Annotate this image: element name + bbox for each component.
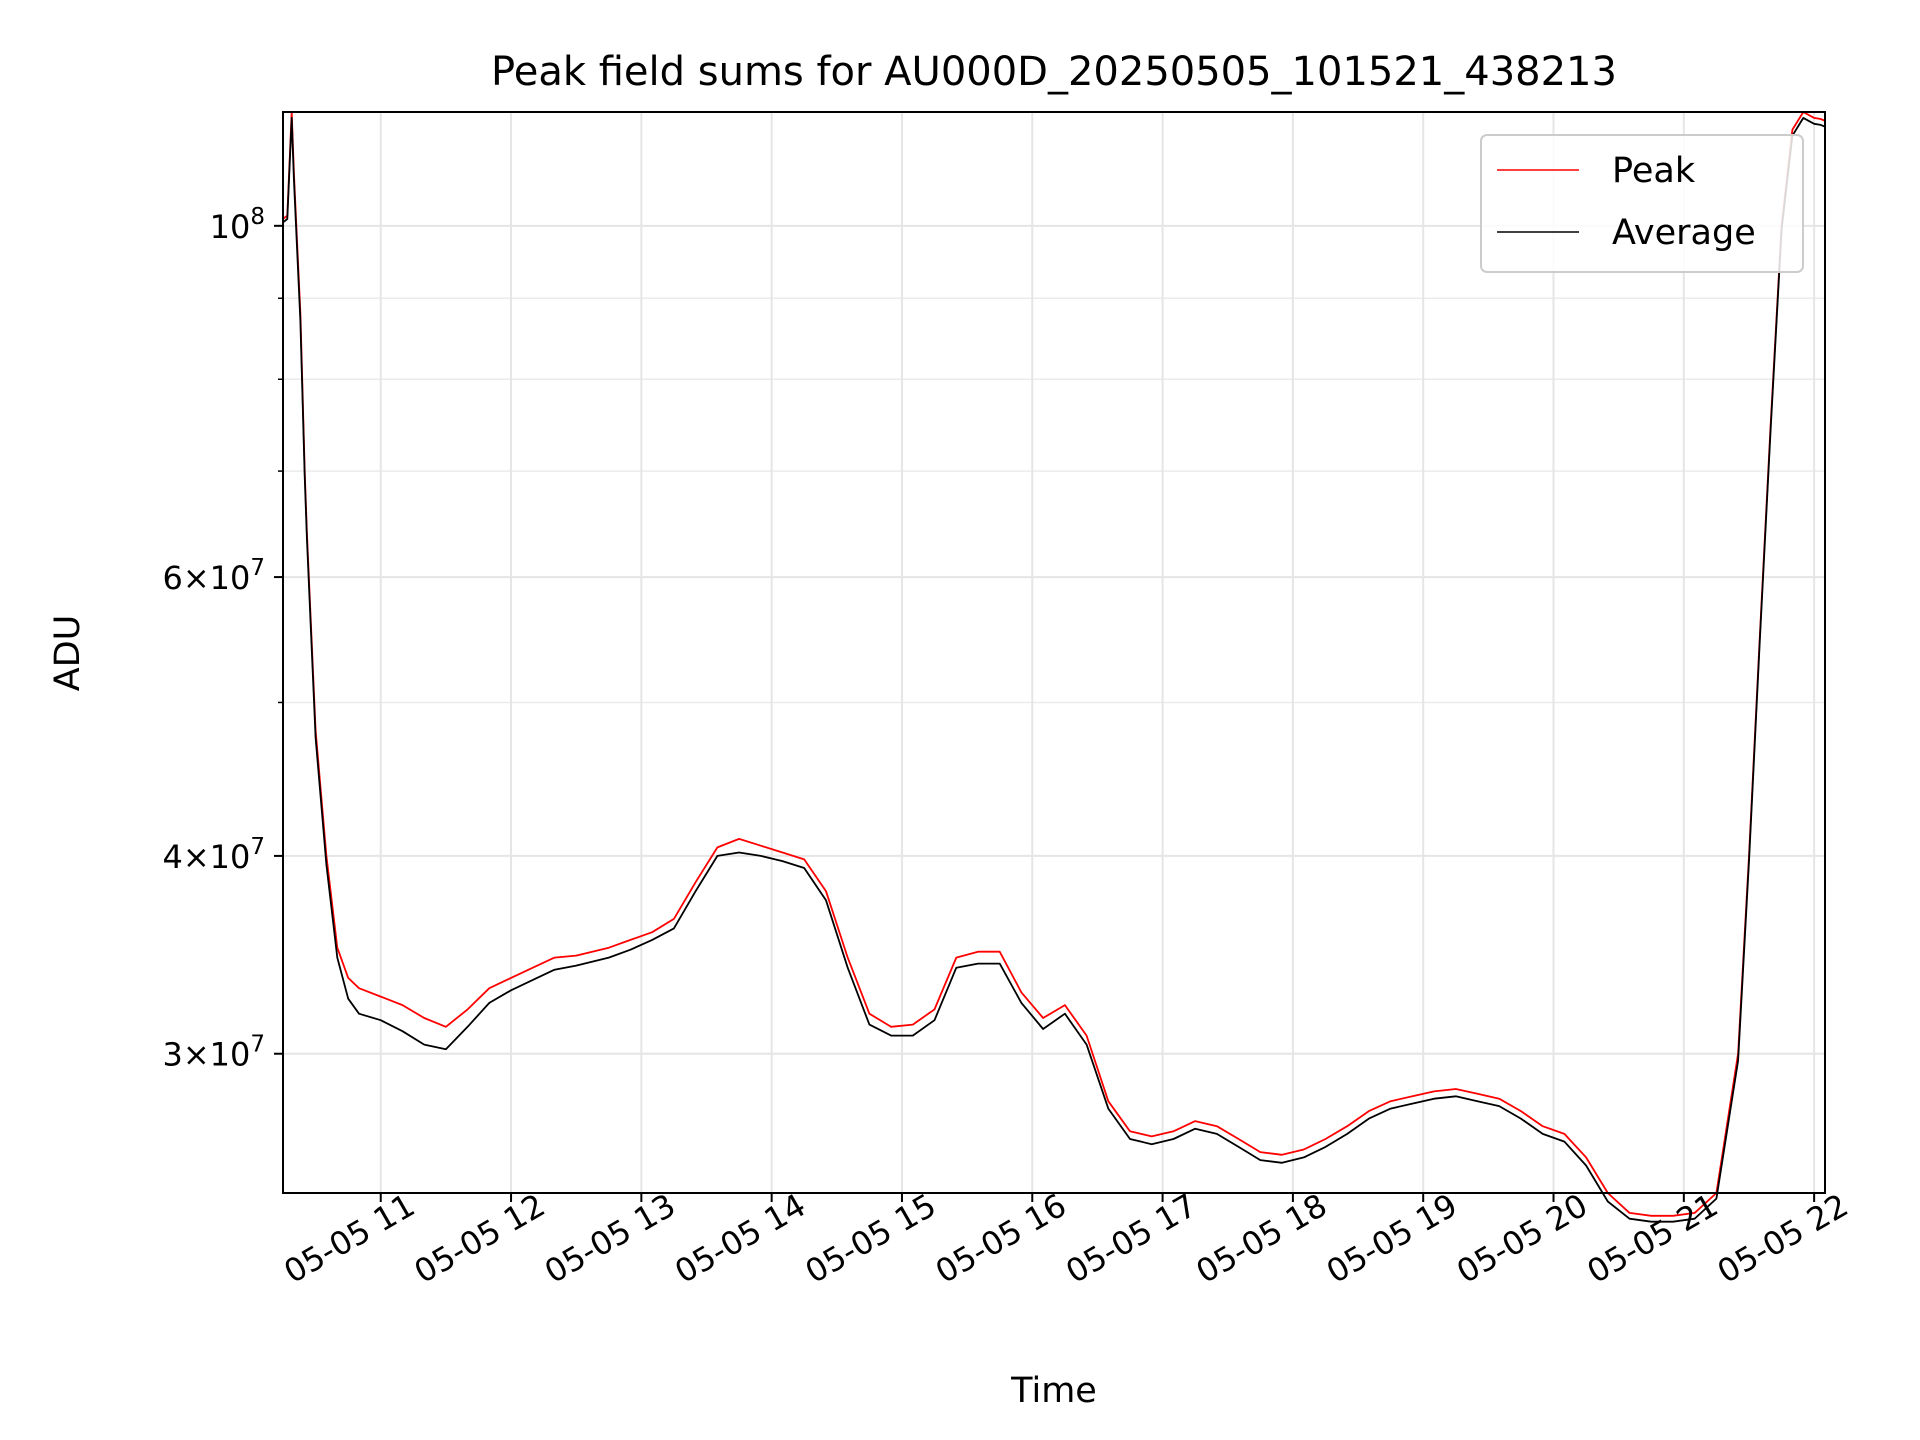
chart-title: Peak field sums for AU000D_20250505_1015…	[491, 49, 1617, 95]
plot-frame	[282, 111, 1826, 1194]
y-tick-label: 3×107	[162, 1032, 265, 1074]
series-layer	[282, 111, 1826, 1223]
series-line-peak	[282, 111, 1826, 1217]
y-tick-label: 4×107	[162, 834, 265, 876]
series-line-average	[282, 117, 1826, 1223]
legend-label-average: Average	[1612, 213, 1756, 253]
legend-label-peak: Peak	[1612, 151, 1696, 191]
legend: Peak Average	[1480, 134, 1804, 273]
y-axis-label: ADU	[48, 615, 88, 692]
x-axis-label: Time	[1010, 1371, 1097, 1411]
grid	[283, 112, 1825, 1193]
y-tick-label: 6×107	[162, 555, 265, 597]
